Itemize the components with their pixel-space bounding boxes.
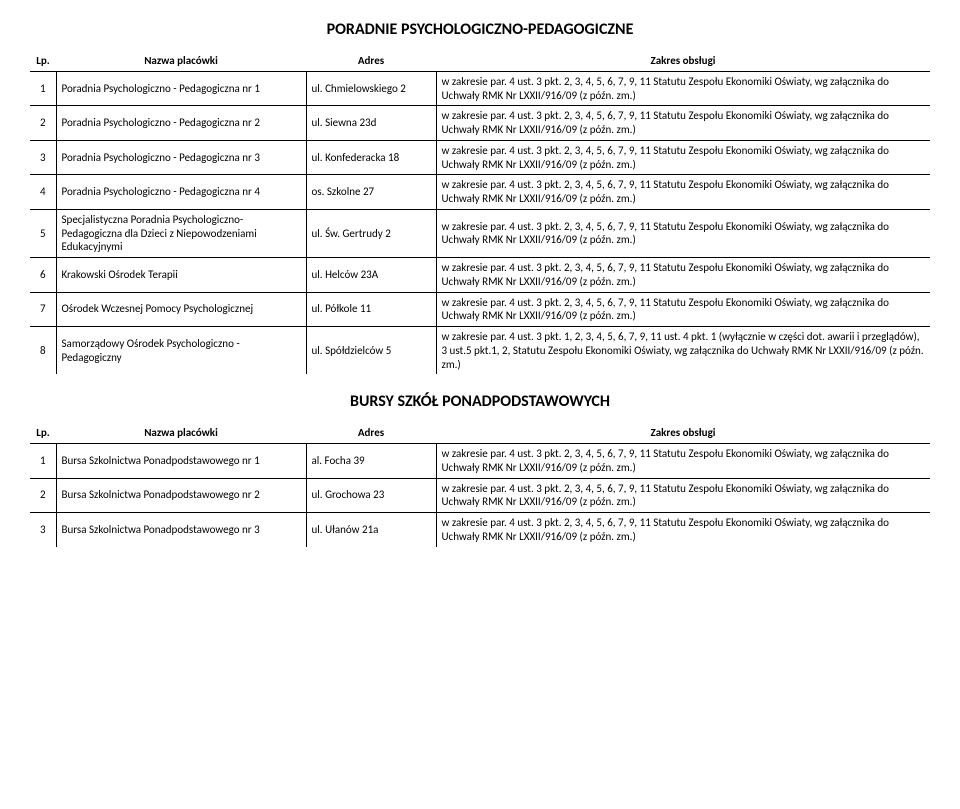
cell-lp: 3 [30, 513, 56, 547]
cell-address: ul. Helców 23A [306, 258, 436, 293]
cell-address: ul. Spółdzielców 5 [306, 327, 436, 375]
table-row: 4Poradnia Psychologiczno - Pedagogiczna … [30, 175, 930, 210]
col-scope: Zakres obsługi [436, 51, 930, 71]
table-row: 3Bursa Szkolnictwa Ponadpodstawowego nr … [30, 513, 930, 547]
cell-scope: w zakresie par. 4 ust. 3 pkt. 2, 3, 4, 5… [436, 258, 930, 293]
table-header-row: Lp. Nazwa placówki Adres Zakres obsługi [30, 51, 930, 71]
cell-name: Bursa Szkolnictwa Ponadpodstawowego nr 3 [56, 513, 306, 547]
cell-lp: 1 [30, 71, 56, 106]
table-header-row: Lp. Nazwa placówki Adres Zakres obsługi [30, 423, 930, 443]
cell-name: Poradnia Psychologiczno - Pedagogiczna n… [56, 140, 306, 175]
cell-address: os. Szkolne 27 [306, 175, 436, 210]
cell-address: al. Focha 39 [306, 444, 436, 479]
cell-name: Bursa Szkolnictwa Ponadpodstawowego nr 1 [56, 444, 306, 479]
cell-address: ul. Grochowa 23 [306, 478, 436, 513]
cell-address: ul. Chmielowskiego 2 [306, 71, 436, 106]
cell-lp: 3 [30, 140, 56, 175]
table-row: 2Bursa Szkolnictwa Ponadpodstawowego nr … [30, 478, 930, 513]
cell-lp: 8 [30, 327, 56, 375]
col-name: Nazwa placówki [56, 51, 306, 71]
cell-name: Poradnia Psychologiczno - Pedagogiczna n… [56, 106, 306, 141]
cell-scope: w zakresie par. 4 ust. 3 pkt. 2, 3, 4, 5… [436, 140, 930, 175]
table-row: 2Poradnia Psychologiczno - Pedagogiczna … [30, 106, 930, 141]
col-lp: Lp. [30, 423, 56, 443]
cell-address: ul. Św. Gertrudy 2 [306, 209, 436, 257]
cell-lp: 1 [30, 444, 56, 479]
table-row: 7Ośrodek Wczesnej Pomocy Psychologicznej… [30, 292, 930, 327]
cell-lp: 6 [30, 258, 56, 293]
col-name: Nazwa placówki [56, 423, 306, 443]
cell-name: Poradnia Psychologiczno - Pedagogiczna n… [56, 71, 306, 106]
cell-lp: 2 [30, 478, 56, 513]
cell-address: ul. Ułanów 21a [306, 513, 436, 547]
table-row: 1Bursa Szkolnictwa Ponadpodstawowego nr … [30, 444, 930, 479]
table-row: 3Poradnia Psychologiczno - Pedagogiczna … [30, 140, 930, 175]
cell-scope: w zakresie par. 4 ust. 3 pkt. 2, 3, 4, 5… [436, 106, 930, 141]
section1-title: PORADNIE PSYCHOLOGICZNO-PEDAGOGICZNE [30, 20, 930, 39]
cell-scope: w zakresie par. 4 ust. 3 pkt. 2, 3, 4, 5… [436, 478, 930, 513]
cell-scope: w zakresie par. 4 ust. 3 pkt. 2, 3, 4, 5… [436, 292, 930, 327]
cell-address: ul. Konfederacka 18 [306, 140, 436, 175]
table-poradnie: Lp. Nazwa placówki Adres Zakres obsługi … [30, 51, 930, 374]
cell-lp: 7 [30, 292, 56, 327]
cell-name: Ośrodek Wczesnej Pomocy Psychologicznej [56, 292, 306, 327]
table-body-poradnie: 1Poradnia Psychologiczno - Pedagogiczna … [30, 71, 930, 374]
cell-scope: w zakresie par. 4 ust. 3 pkt. 2, 3, 4, 5… [436, 71, 930, 106]
cell-lp: 4 [30, 175, 56, 210]
cell-scope: w zakresie par. 4 ust. 3 pkt. 2, 3, 4, 5… [436, 175, 930, 210]
cell-scope: w zakresie par. 4 ust. 3 pkt. 2, 3, 4, 5… [436, 209, 930, 257]
table-body-bursy: 1Bursa Szkolnictwa Ponadpodstawowego nr … [30, 444, 930, 547]
cell-name: Specjalistyczna Poradnia Psychologiczno-… [56, 209, 306, 257]
col-scope: Zakres obsługi [436, 423, 930, 443]
col-lp: Lp. [30, 51, 56, 71]
cell-name: Krakowski Ośrodek Terapii [56, 258, 306, 293]
cell-scope: w zakresie par. 4 ust. 3 pkt. 1, 2, 3, 4… [436, 327, 930, 375]
cell-scope: w zakresie par. 4 ust. 3 pkt. 2, 3, 4, 5… [436, 444, 930, 479]
cell-address: ul. Półkole 11 [306, 292, 436, 327]
cell-lp: 2 [30, 106, 56, 141]
table-row: 8Samorządowy Ośrodek Psychologiczno - Pe… [30, 327, 930, 375]
cell-address: ul. Siewna 23d [306, 106, 436, 141]
cell-scope: w zakresie par. 4 ust. 3 pkt. 2, 3, 4, 5… [436, 513, 930, 547]
cell-name: Bursa Szkolnictwa Ponadpodstawowego nr 2 [56, 478, 306, 513]
table-row: 1Poradnia Psychologiczno - Pedagogiczna … [30, 71, 930, 106]
table-row: 5Specjalistyczna Poradnia Psychologiczno… [30, 209, 930, 257]
cell-name: Poradnia Psychologiczno - Pedagogiczna n… [56, 175, 306, 210]
table-bursy: Lp. Nazwa placówki Adres Zakres obsługi … [30, 423, 930, 546]
col-addr: Adres [306, 423, 436, 443]
table-row: 6Krakowski Ośrodek Terapiiul. Helców 23A… [30, 258, 930, 293]
cell-lp: 5 [30, 209, 56, 257]
section2-title: BURSY SZKÓŁ PONADPODSTAWOWYCH [30, 392, 930, 411]
col-addr: Adres [306, 51, 436, 71]
cell-name: Samorządowy Ośrodek Psychologiczno - Ped… [56, 327, 306, 375]
